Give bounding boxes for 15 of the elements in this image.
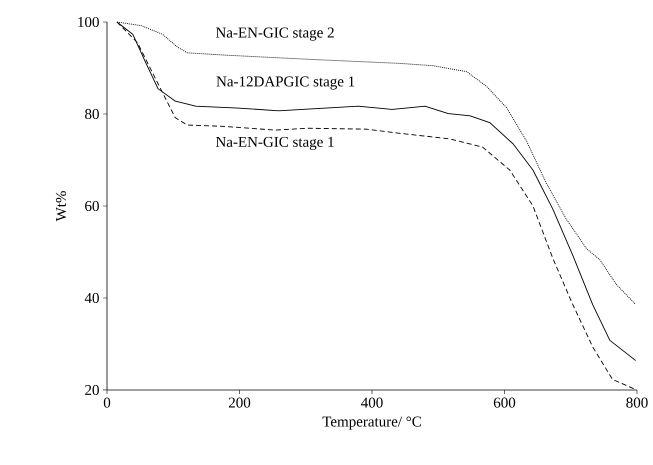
series-label: Na-12DAPGIC stage 1 [216, 76, 354, 90]
y-tick-label: 100 [78, 16, 99, 28]
y-tick-label: 60 [85, 200, 99, 212]
x-tick-label: 0 [104, 398, 110, 408]
x-tick-label: 800 [626, 398, 648, 408]
x-tick-label: 200 [228, 398, 250, 408]
y-axis-title: Wt% [56, 191, 66, 222]
series-label: Na-EN-GIC stage 1 [216, 136, 334, 150]
x-tick-label: 400 [361, 398, 383, 408]
series-label: Na-EN-GIC stage 2 [216, 28, 334, 41]
x-tick-label: 600 [494, 398, 516, 408]
y-tick-label: 80 [85, 108, 99, 120]
y-tick-label: 20 [85, 384, 99, 396]
x-axis-title: Temperature/ °C [322, 416, 421, 430]
y-tick-label: 40 [84, 292, 99, 304]
